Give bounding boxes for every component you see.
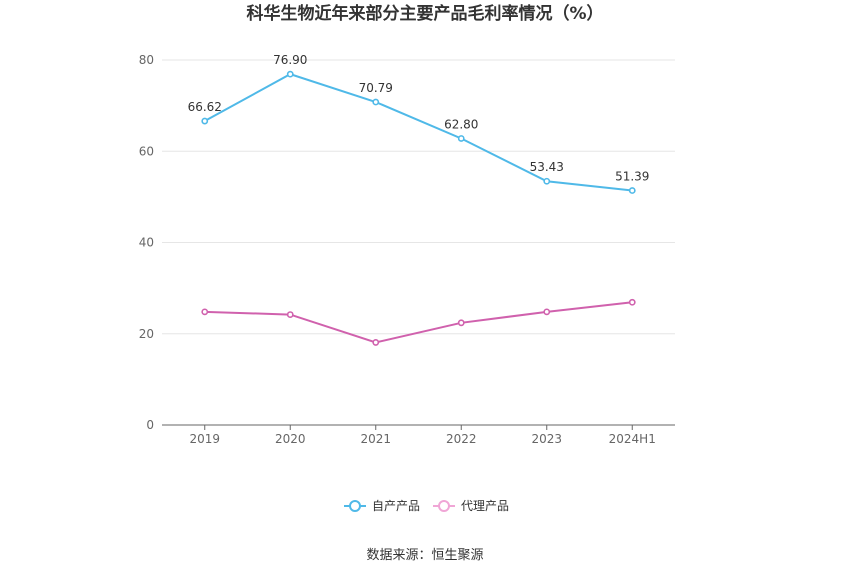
data-label: 70.79 <box>359 81 393 95</box>
y-tick-label: 80 <box>139 53 154 67</box>
series-line <box>204 301 633 344</box>
x-tick-label: 2019 <box>189 432 220 446</box>
legend-label: 代理产品 <box>461 499 509 513</box>
x-tick-label: 2023 <box>531 432 562 446</box>
y-tick-label: 20 <box>139 327 154 341</box>
x-tick-label: 2021 <box>360 432 391 446</box>
data-label: 62.80 <box>444 117 478 131</box>
data-point <box>543 177 551 185</box>
data-point <box>372 98 380 106</box>
data-label: 76.90 <box>273 53 307 67</box>
chart-title: 科华生物近年来部分主要产品毛利率情况（%） <box>246 3 603 24</box>
x-tick-label: 2024H1 <box>609 432 656 446</box>
source-note: 数据来源：恒生聚源 <box>366 548 483 563</box>
data-label: 51.39 <box>615 170 649 184</box>
legend-label: 自产产品 <box>372 499 420 513</box>
data-point <box>628 187 636 194</box>
legend-item-1: 自产产品 <box>344 499 420 513</box>
x-axis: 2019 2020 2021 2022 2023 2024H1 <box>162 424 675 446</box>
data-point <box>543 308 551 316</box>
x-tick-label: 2022 <box>446 432 477 446</box>
legend: 自产产品 代理产品 <box>344 499 509 513</box>
data-point <box>201 308 209 316</box>
y-axis: 0 20 40 60 80 <box>139 53 154 432</box>
series-1: 66.62 76.90 70.79 62.80 53.43 51.39 <box>188 53 649 194</box>
data-point <box>628 298 636 306</box>
grid-lines <box>162 59 675 335</box>
series-line <box>204 73 633 192</box>
data-point <box>457 135 465 142</box>
series-2 <box>201 298 636 346</box>
data-point <box>286 311 294 318</box>
legend-marker-icon <box>349 500 361 512</box>
y-tick-label: 0 <box>146 418 154 432</box>
legend-item-2: 代理产品 <box>433 499 509 513</box>
data-point <box>201 117 209 125</box>
legend-marker-icon <box>438 500 450 512</box>
data-point <box>286 70 294 78</box>
data-label: 66.62 <box>188 100 222 114</box>
x-tick-label: 2020 <box>275 432 306 446</box>
data-point <box>372 339 380 346</box>
y-tick-label: 40 <box>139 236 154 250</box>
y-tick-label: 60 <box>139 144 154 158</box>
data-label: 53.43 <box>530 160 564 174</box>
series-group: 66.62 76.90 70.79 62.80 53.43 51.39 <box>188 53 649 346</box>
data-point <box>457 319 465 327</box>
